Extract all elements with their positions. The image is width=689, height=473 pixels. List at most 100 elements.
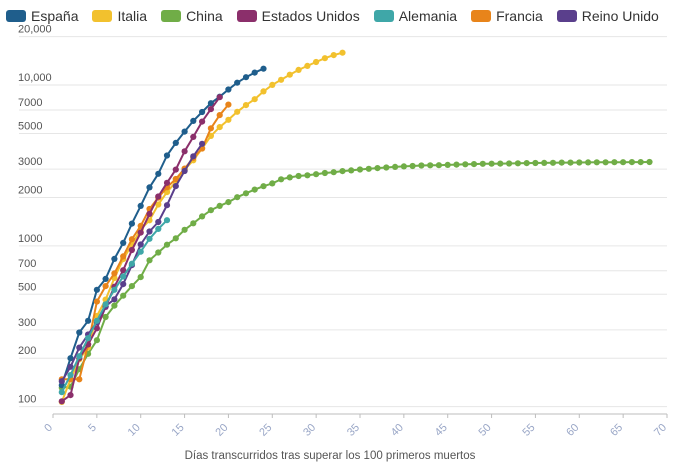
- data-point: [541, 159, 548, 166]
- data-point: [163, 217, 171, 224]
- data-point: [128, 246, 135, 254]
- legend-item-estados-unidos[interactable]: Estados Unidos: [236, 8, 360, 24]
- data-point: [444, 161, 451, 168]
- data-point: [409, 162, 416, 170]
- data-point: [102, 283, 109, 290]
- data-point: [67, 363, 74, 370]
- data-point: [120, 273, 127, 280]
- data-point: [216, 124, 223, 131]
- data-point: [58, 378, 65, 385]
- data-point: [146, 210, 153, 217]
- data-point: [225, 116, 232, 123]
- data-point: [181, 128, 188, 135]
- data-point: [523, 160, 530, 167]
- data-point: [67, 392, 74, 399]
- y-tick-label: 1000: [18, 233, 42, 245]
- y-tick-label: 200: [18, 345, 36, 357]
- data-point: [435, 162, 442, 169]
- data-point: [93, 325, 100, 332]
- data-point: [242, 190, 250, 197]
- series-estados-unidos: [58, 94, 223, 405]
- data-point: [260, 88, 267, 95]
- data-point: [549, 159, 557, 166]
- data-point: [216, 112, 223, 119]
- data-point: [304, 62, 311, 69]
- data-point: [593, 159, 600, 166]
- data-point: [155, 249, 162, 256]
- series-china: [58, 158, 653, 391]
- legend: España Italia China Estados Unidos Alema…: [6, 8, 673, 24]
- data-point: [93, 317, 100, 324]
- data-point: [260, 65, 267, 72]
- data-point: [602, 159, 609, 166]
- x-tick-label: 0: [42, 422, 55, 435]
- data-point: [479, 160, 486, 167]
- legend-item-francia[interactable]: Francia: [471, 8, 543, 24]
- data-point: [163, 179, 171, 186]
- data-point: [181, 226, 188, 233]
- data-point: [137, 202, 144, 209]
- x-tick-label: 25: [257, 422, 274, 439]
- data-point: [339, 49, 346, 56]
- data-point: [488, 160, 495, 167]
- data-point: [128, 220, 135, 227]
- data-point: [137, 274, 144, 281]
- data-point: [199, 213, 206, 220]
- legend-swatch: [6, 10, 26, 22]
- data-point: [400, 163, 407, 170]
- data-point: [85, 317, 92, 324]
- data-point: [155, 170, 162, 177]
- data-point: [427, 162, 434, 169]
- data-point: [146, 257, 153, 264]
- legend-label: Italia: [117, 8, 148, 24]
- y-tick-label: 10,000: [18, 72, 52, 84]
- data-point: [190, 153, 197, 160]
- data-point: [190, 220, 197, 227]
- data-point: [418, 162, 425, 169]
- y-tick-label: 7000: [18, 97, 42, 109]
- data-point: [321, 169, 328, 177]
- data-point: [172, 175, 179, 183]
- legend-item-china[interactable]: China: [161, 8, 223, 24]
- legend-item-italia[interactable]: Italia: [92, 8, 147, 24]
- data-point: [102, 275, 109, 282]
- data-point: [234, 194, 241, 201]
- data-point: [146, 184, 153, 191]
- data-point: [567, 159, 574, 166]
- data-point: [242, 74, 250, 81]
- x-axis-title: Días transcurridos tras superar los 100 …: [185, 450, 476, 462]
- legend-item-alemania[interactable]: Alemania: [373, 8, 458, 24]
- x-tick-label: 50: [477, 422, 494, 439]
- legend-swatch: [92, 10, 113, 22]
- data-point: [67, 355, 74, 362]
- series-alemania: [58, 217, 171, 396]
- data-point: [506, 160, 513, 167]
- data-point: [628, 159, 636, 166]
- data-point: [155, 218, 162, 226]
- legend-item-espana[interactable]: España: [6, 8, 78, 24]
- data-point: [611, 159, 618, 166]
- data-point: [313, 58, 320, 66]
- legend-label: Alemania: [398, 8, 458, 24]
- data-point: [128, 283, 135, 290]
- data-point: [383, 164, 390, 171]
- data-point: [251, 186, 258, 193]
- data-point: [120, 253, 127, 260]
- data-point: [76, 376, 83, 383]
- data-point: [497, 160, 504, 167]
- y-tick-label: 20,000: [18, 24, 52, 36]
- legend-item-reino-unido[interactable]: Reino Unido: [556, 8, 659, 24]
- data-point: [278, 176, 285, 183]
- data-point: [102, 313, 109, 321]
- data-point: [190, 117, 197, 124]
- x-tick-label: 60: [564, 422, 581, 439]
- data-point: [172, 235, 179, 242]
- data-point: [163, 152, 171, 159]
- data-point: [111, 270, 118, 277]
- data-point: [225, 101, 232, 108]
- x-tick-label: 15: [170, 422, 187, 439]
- data-point: [207, 106, 214, 113]
- data-point: [58, 389, 65, 396]
- data-point: [128, 260, 135, 267]
- data-point: [172, 183, 179, 190]
